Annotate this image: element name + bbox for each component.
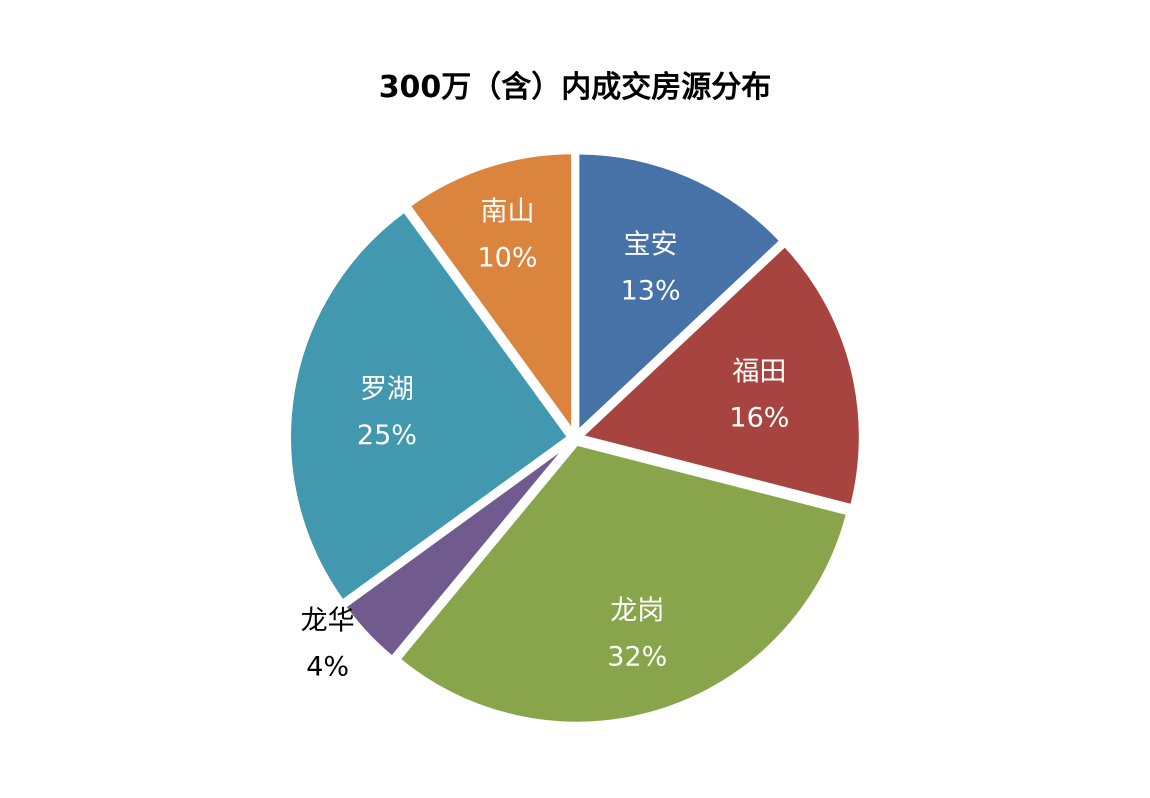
pie-slice-6 bbox=[405, 150, 576, 439]
chart-title: 300万（含）内成交房源分布 bbox=[378, 70, 772, 105]
slice-name-label: 宝安 bbox=[624, 229, 678, 260]
pie-slice-4 bbox=[341, 440, 573, 661]
pie-slice-1 bbox=[575, 150, 785, 438]
pie-slice-5 bbox=[287, 207, 572, 605]
slice-percent-label: 32% bbox=[607, 642, 667, 673]
pie-slice-2 bbox=[576, 242, 863, 509]
slice-name-label: 龙华 bbox=[301, 606, 355, 637]
slice-name-label: 福田 bbox=[732, 357, 786, 388]
slice-name-label: 罗湖 bbox=[360, 374, 414, 405]
slice-percent-label: 4% bbox=[306, 652, 349, 683]
slice-percent-label: 13% bbox=[621, 275, 681, 306]
slice-percent-label: 16% bbox=[729, 403, 789, 434]
slice-percent-label: 25% bbox=[357, 420, 417, 451]
slice-percent-label: 10% bbox=[478, 242, 538, 273]
pie-slice-3 bbox=[395, 441, 851, 726]
slice-name-label: 龙岗 bbox=[610, 596, 664, 627]
slice-name-label: 南山 bbox=[481, 196, 535, 227]
